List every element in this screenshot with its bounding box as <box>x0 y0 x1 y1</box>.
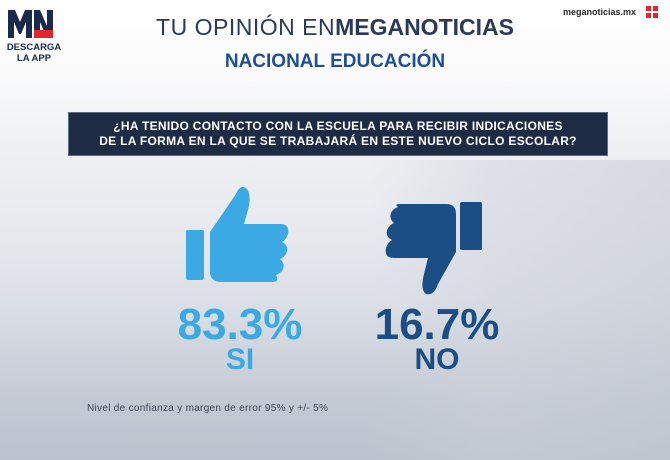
background-lower <box>0 300 670 460</box>
no-label: NO <box>414 343 460 376</box>
question-line-1: ¿HA TENIDO CONTACTO CON LA ESCUELA PARA … <box>113 119 563 133</box>
confidence-note: Nivel de confianza y margen de error 95%… <box>87 403 329 414</box>
yes-percent: 83.3% <box>177 300 303 349</box>
no-percent: 16.7% <box>374 300 500 349</box>
question-line-2: DE LA FORMA EN LA QUE SE TRABAJARÁ EN ES… <box>99 134 577 148</box>
header-title-thin: TU OPINIÓN EN <box>156 14 336 40</box>
meganoticias-logo-icon <box>6 6 54 40</box>
thumbs-down-icon <box>385 202 482 295</box>
thumbs-up-icon <box>186 186 289 282</box>
meganoticias-grid-icon <box>646 6 658 18</box>
header-subtitle: NACIONAL EDUCACIÓN <box>224 51 446 72</box>
site-link[interactable]: meganoticias.mx <box>562 7 636 17</box>
question-box: ¿HA TENIDO CONTACTO CON LA ESCUELA PARA … <box>68 112 608 156</box>
header-title-bold: MEGANOTICIAS <box>335 14 514 40</box>
yes-label: SI <box>225 343 255 376</box>
logo-app-text: LA APP <box>16 53 52 64</box>
header-title: TU OPINIÓN ENMEGANOTICIAS <box>0 14 670 41</box>
logo-download-text: DESCARGA <box>6 42 62 53</box>
